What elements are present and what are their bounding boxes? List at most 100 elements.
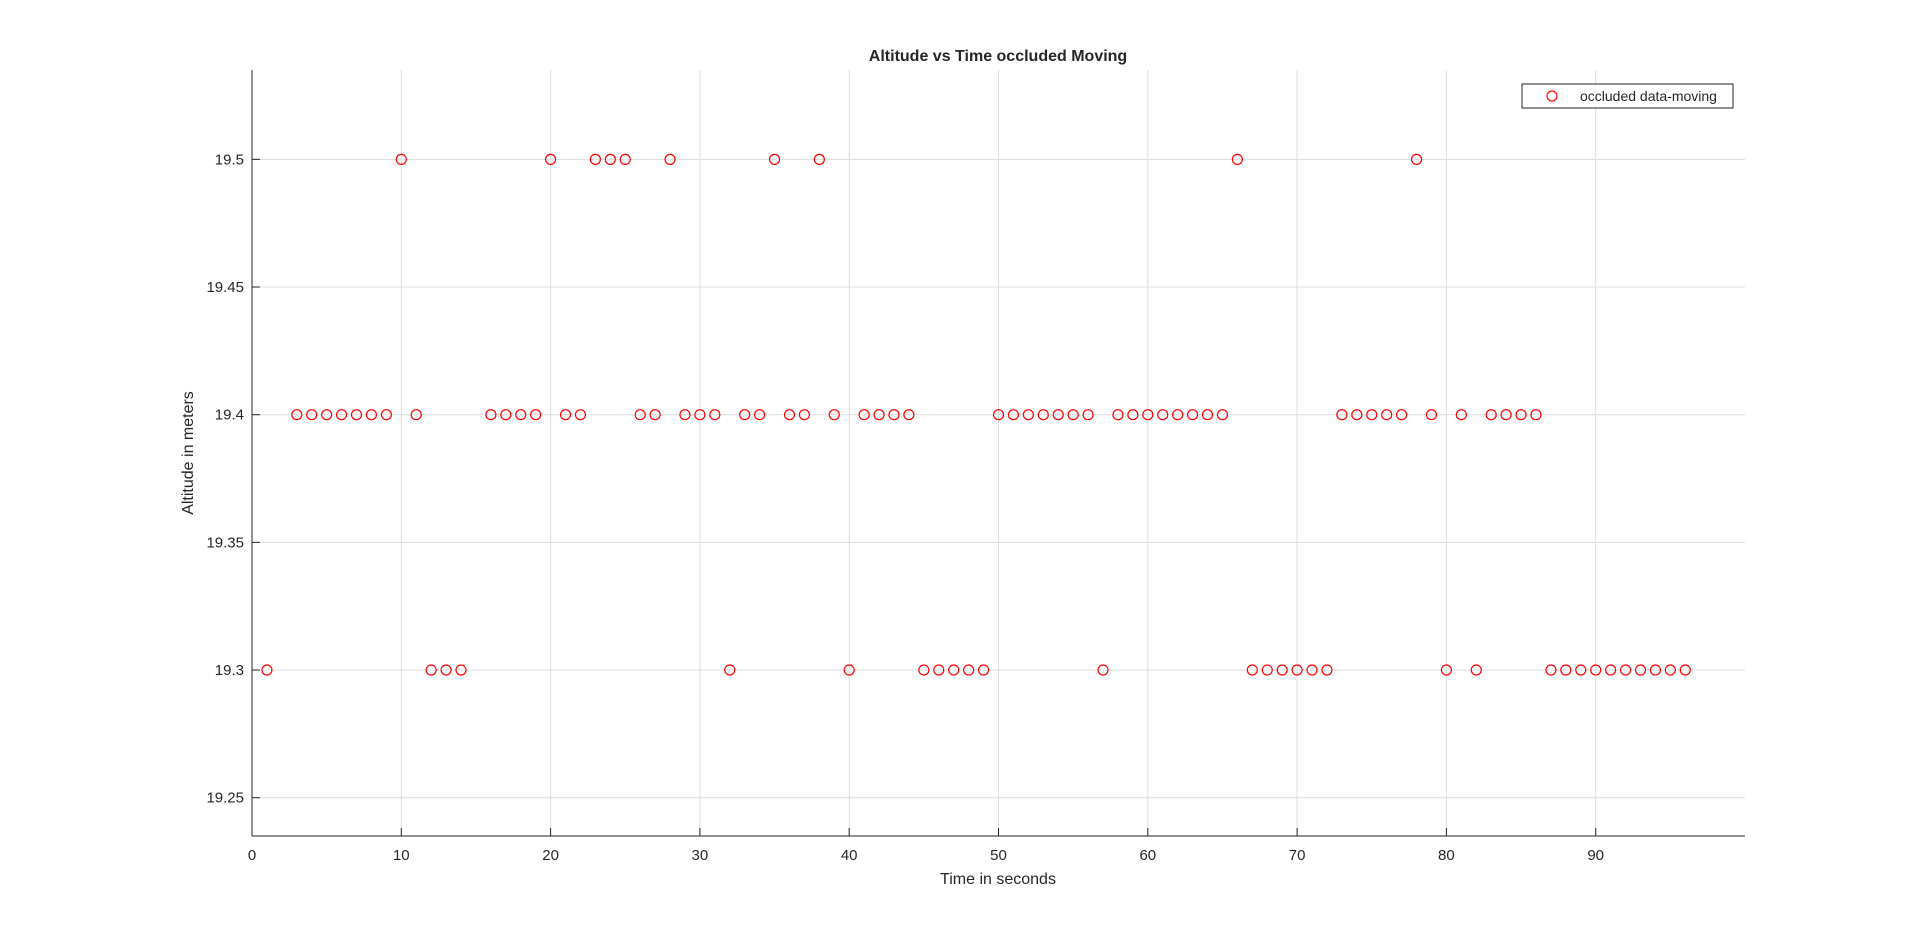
data-point <box>321 409 333 421</box>
data-point <box>768 153 781 165</box>
data-point <box>798 409 811 421</box>
data-point <box>1082 409 1094 421</box>
legend-marker <box>1546 90 1558 102</box>
data-point <box>1007 409 1020 421</box>
legend: occluded data-moving <box>1521 83 1734 109</box>
data-point <box>1366 409 1378 421</box>
y-tick-label: 19.4 <box>215 407 244 424</box>
data-point <box>679 409 691 421</box>
legend-label: occluded data-moving <box>1580 88 1717 104</box>
data-point <box>455 664 467 676</box>
data-point <box>1306 664 1318 676</box>
data-point <box>828 409 840 421</box>
data-point <box>410 409 422 421</box>
data-point <box>1425 409 1438 421</box>
data-point <box>992 409 1005 421</box>
data-point <box>1530 409 1542 421</box>
data-point <box>888 409 900 421</box>
chart-title: Altitude vs Time occluded Moving <box>869 48 1127 65</box>
data-point <box>1500 409 1512 421</box>
data-point <box>948 664 960 676</box>
data-point <box>813 153 825 165</box>
data-point <box>1186 409 1199 421</box>
data-point <box>335 409 348 421</box>
data-point <box>1605 664 1617 676</box>
data-point <box>604 153 616 165</box>
data-point <box>1455 409 1467 421</box>
data-point <box>1560 664 1572 676</box>
data-point <box>783 409 796 421</box>
x-tick-label: 0 <box>248 847 256 864</box>
data-point <box>1619 664 1632 676</box>
x-tick-label: 80 <box>1438 847 1455 864</box>
data-point <box>1022 409 1034 421</box>
data-point <box>933 664 945 676</box>
data-point <box>1216 409 1229 421</box>
y-tick-label: 19.25 <box>206 790 244 807</box>
data-point <box>649 409 661 421</box>
y-tick-label: 19.5 <box>215 151 244 168</box>
y-tick-label: 19.35 <box>206 534 244 551</box>
data-point <box>1157 409 1169 421</box>
x-tick-label: 60 <box>1139 847 1156 864</box>
data-point <box>1097 664 1109 676</box>
data-point <box>1246 664 1258 676</box>
data-point <box>1276 664 1288 676</box>
data-point <box>709 409 721 421</box>
data-point <box>380 409 392 421</box>
data-point <box>1067 409 1079 421</box>
data-point <box>1127 409 1139 421</box>
data-point <box>1037 409 1049 421</box>
x-tick-label: 30 <box>692 847 709 864</box>
data-point <box>873 409 885 421</box>
y-tick-label: 19.3 <box>215 662 244 679</box>
data-point <box>261 664 273 676</box>
x-tick-label: 90 <box>1587 847 1604 864</box>
data-point <box>425 664 437 676</box>
data-point <box>515 409 527 421</box>
data-point <box>1664 664 1676 676</box>
data-point <box>530 409 542 421</box>
data-point <box>306 409 318 421</box>
y-ticks: 19.25 19.3 19.35 19.4 19.45 19.5 <box>206 151 260 807</box>
data-point <box>1545 664 1557 676</box>
data-point <box>589 153 601 165</box>
data-point <box>1396 409 1408 421</box>
data-point <box>1470 664 1482 676</box>
data-point <box>619 153 631 165</box>
x-axis-label: Time in seconds <box>940 871 1056 888</box>
data-point <box>724 664 736 676</box>
data-point <box>634 409 646 421</box>
data-point <box>1575 664 1587 676</box>
data-point <box>574 409 587 421</box>
data-point <box>559 409 572 421</box>
x-tick-label: 20 <box>542 847 559 864</box>
data-point <box>1321 664 1333 676</box>
data-point <box>903 409 915 421</box>
data-point <box>1634 664 1647 676</box>
data-point <box>1201 409 1214 421</box>
data-point <box>1590 664 1602 676</box>
data-point <box>664 153 676 165</box>
grid <box>251 70 1745 836</box>
y-tick-label: 19.45 <box>206 279 244 296</box>
data-point <box>1381 409 1393 421</box>
data-point <box>858 409 870 421</box>
data-points <box>261 153 1691 676</box>
data-point <box>544 153 557 165</box>
data-point <box>1336 409 1348 421</box>
data-point <box>1515 409 1527 421</box>
data-point <box>694 409 706 421</box>
x-tick-label: 10 <box>393 847 410 864</box>
data-point <box>1052 409 1064 421</box>
x-tick-label: 40 <box>841 847 858 864</box>
x-ticks: 0 10 20 30 40 50 60 70 80 90 <box>248 828 1604 864</box>
data-point <box>1172 409 1184 421</box>
data-point <box>1485 409 1497 421</box>
data-point <box>739 409 751 421</box>
data-point <box>1112 409 1124 421</box>
data-point <box>1410 153 1423 165</box>
data-point <box>1142 409 1154 421</box>
